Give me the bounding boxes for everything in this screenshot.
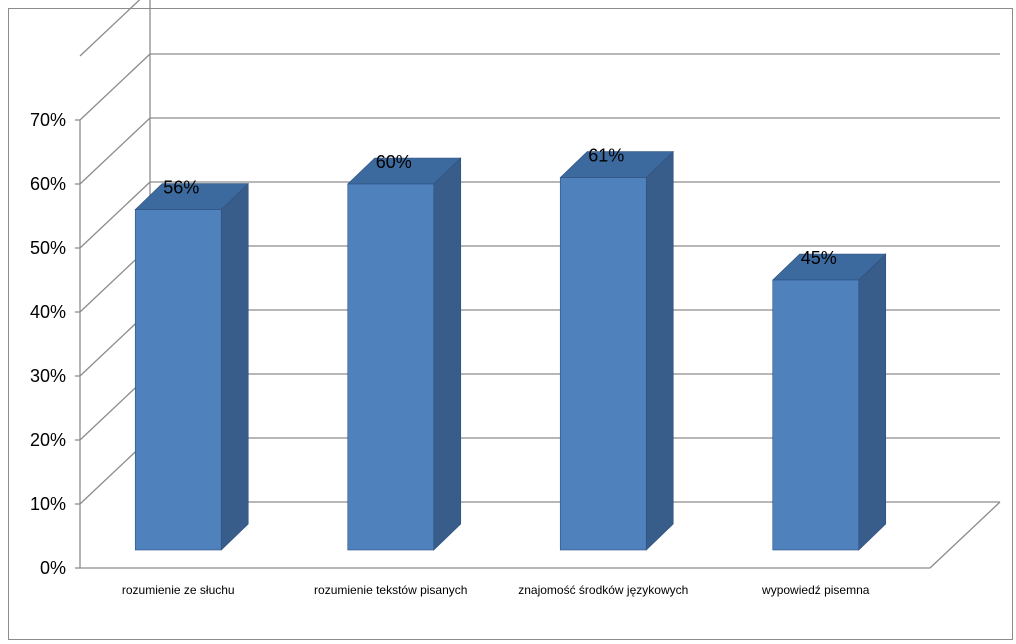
- bar-front: [347, 183, 435, 551]
- data-label: 60%: [376, 152, 412, 172]
- floor-right-edge: [929, 501, 1001, 569]
- bar-side: [858, 253, 887, 551]
- data-labels: 56% 60% 61% 45%: [163, 146, 837, 268]
- y-tick-label: 0%: [40, 558, 66, 578]
- bar: [559, 150, 674, 551]
- bars: [134, 150, 887, 551]
- data-label: 45%: [801, 248, 837, 268]
- gridline-left-wall: [79, 117, 151, 185]
- x-category-label: wypowiedź pisemna: [761, 583, 870, 597]
- bar: [347, 157, 462, 551]
- bar-front: [559, 177, 647, 551]
- data-label: 61%: [588, 146, 624, 166]
- bar: [772, 253, 887, 551]
- y-tick-label: 70%: [30, 110, 66, 130]
- x-category-label: rozumienie tekstów pisanych: [314, 583, 467, 597]
- y-tick-label: 60%: [30, 174, 66, 194]
- data-label: 56%: [163, 178, 199, 198]
- gridline-left-wall: [79, 53, 151, 121]
- y-tick-label: 50%: [30, 238, 66, 258]
- y-axis-tick-labels: 0% 10% 20% 30% 40% 50% 60% 70%: [30, 110, 80, 578]
- bar-side: [220, 182, 249, 551]
- y-tick-label: 20%: [30, 430, 66, 450]
- bar-front: [772, 279, 860, 551]
- y-tick-label: 40%: [30, 302, 66, 322]
- bar: [134, 182, 249, 551]
- x-category-label: znajomość środków językowych: [518, 583, 688, 597]
- y-tick-label: 10%: [30, 494, 66, 514]
- bar-side: [433, 157, 462, 551]
- gridline-left-wall: [79, 181, 151, 249]
- x-axis-category-labels: rozumienie ze słuchu rozumienie tekstów p…: [122, 583, 870, 597]
- x-category-label: rozumienie ze słuchu: [122, 583, 235, 597]
- gridline-left-wall: [79, 0, 141, 57]
- bar-front: [134, 209, 222, 551]
- bar-side: [645, 150, 674, 551]
- y-tick-label: 30%: [30, 366, 66, 386]
